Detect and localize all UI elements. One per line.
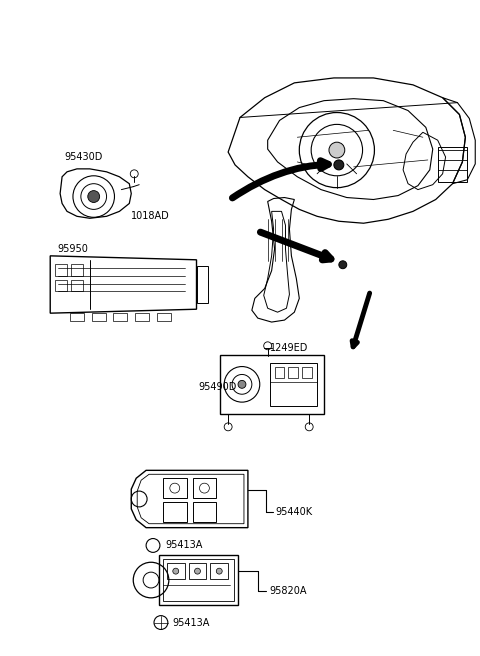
Bar [113, 313, 127, 321]
Circle shape [305, 423, 313, 431]
Text: 95440K: 95440K [276, 507, 312, 517]
Circle shape [334, 160, 344, 170]
Bar [163, 560, 234, 601]
Circle shape [146, 539, 160, 552]
Bar [71, 279, 83, 291]
Text: 95413A: 95413A [173, 617, 210, 628]
Text: 95413A: 95413A [165, 541, 202, 550]
FancyArrowPatch shape [260, 232, 331, 260]
Bar [157, 313, 171, 321]
Bar [70, 313, 84, 321]
Bar [135, 313, 149, 321]
Text: 1249ED: 1249ED [270, 343, 308, 353]
Text: 95950: 95950 [57, 244, 88, 254]
Circle shape [130, 170, 138, 178]
Bar [167, 564, 185, 579]
Text: 95430D: 95430D [64, 152, 102, 162]
Bar [55, 279, 67, 291]
Bar [189, 564, 206, 579]
Circle shape [216, 568, 222, 574]
Circle shape [329, 142, 345, 158]
Bar [192, 478, 216, 498]
Bar [71, 264, 83, 276]
Text: 1018AD: 1018AD [131, 211, 170, 221]
Circle shape [173, 568, 179, 574]
Text: 95490D: 95490D [199, 382, 237, 392]
Bar [163, 502, 187, 522]
Circle shape [88, 191, 100, 203]
FancyArrowPatch shape [232, 161, 328, 198]
Bar [159, 556, 238, 605]
Bar [275, 367, 285, 379]
Circle shape [194, 568, 201, 574]
Circle shape [154, 615, 168, 630]
Bar [302, 367, 312, 379]
Text: 95820A: 95820A [270, 586, 307, 596]
Bar [192, 502, 216, 522]
Circle shape [224, 423, 232, 431]
Bar [163, 478, 187, 498]
Bar [210, 564, 228, 579]
Bar [92, 313, 106, 321]
Bar [270, 363, 317, 406]
Circle shape [339, 261, 347, 269]
FancyArrowPatch shape [352, 293, 370, 347]
Bar [288, 367, 298, 379]
Bar [55, 264, 67, 276]
Circle shape [264, 342, 272, 350]
Bar [438, 147, 468, 182]
Circle shape [238, 380, 246, 388]
